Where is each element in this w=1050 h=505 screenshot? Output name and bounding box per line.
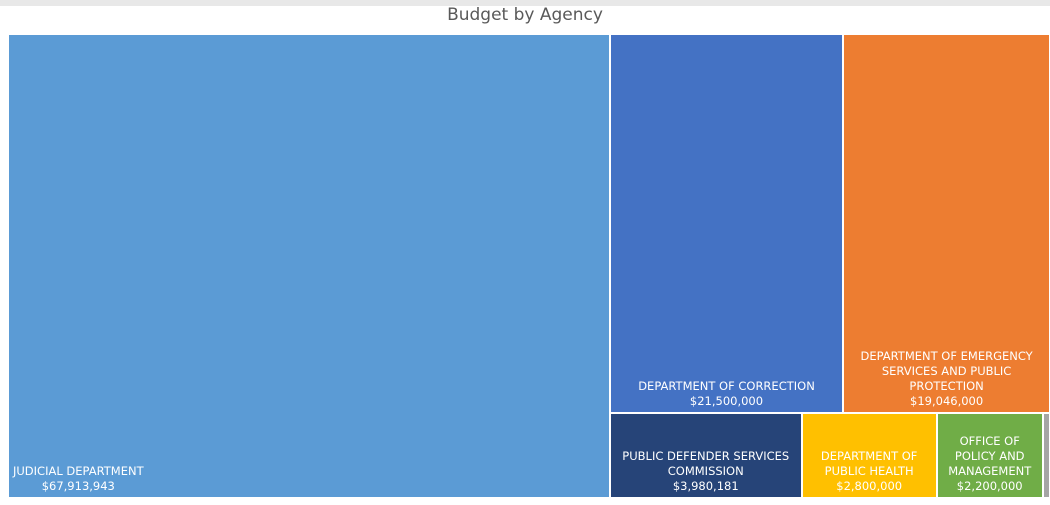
- top-band: [0, 0, 1050, 6]
- category-label: OFFICE OF POLICY AND MANAGEMENT: [948, 433, 1032, 478]
- category-label: JUDICIAL DEPARTMENT: [13, 464, 144, 478]
- tile: JUDICIAL DEPARTMENT $67,913,943: [8, 34, 610, 498]
- tile-label: PUBLIC DEFENDER SERVICES COMMISSION $3,98…: [615, 449, 797, 494]
- value-label: $21,500,000: [689, 393, 764, 408]
- value-label: $3,980,181: [672, 478, 739, 493]
- tile: DEPARTMENT OF CORRECTION $21,500,000: [609, 34, 844, 413]
- label-block: DEPARTMENT OF PUBLIC HEALTH $2,800,000: [807, 449, 932, 494]
- category-label: DEPARTMENT OF PUBLIC HEALTH: [820, 448, 918, 478]
- value-label: $19,046,000: [910, 393, 984, 408]
- tile: OFFICE OF POLICY AND MANAGEMENT $2,200,00…: [936, 412, 1043, 498]
- label-block: DEPARTMENT OF CORRECTION $21,500,000: [638, 379, 815, 409]
- category-label: PUBLIC DEFENDER SERVICES COMMISSION: [622, 448, 790, 478]
- value-label: $67,913,943: [41, 479, 115, 493]
- tile: DEPARTMENT OF EMERGENCY SERVICES AND PUB…: [843, 34, 1050, 413]
- tile: [1042, 412, 1050, 498]
- label-block: PUBLIC DEFENDER SERVICES COMMISSION $3,98…: [615, 449, 797, 494]
- tile-label: JUDICIAL DEPARTMENT $67,913,943: [13, 464, 605, 494]
- label-block: OFFICE OF POLICY AND MANAGEMENT $2,200,00…: [942, 434, 1038, 494]
- value-label: $2,800,000: [836, 478, 903, 493]
- category-label: DEPARTMENT OF CORRECTION: [638, 378, 815, 393]
- tile-label: DEPARTMENT OF EMERGENCY SERVICES AND PUB…: [848, 349, 1045, 409]
- treemap: JUDICIAL DEPARTMENT $67,913,943 DEPARTMENT…: [8, 34, 1050, 498]
- tile: DEPARTMENT OF PUBLIC HEALTH $2,800,000: [801, 412, 937, 498]
- tile-label: DEPARTMENT OF PUBLIC HEALTH $2,800,000: [807, 449, 932, 494]
- chart-title: Budget by Agency: [447, 5, 603, 25]
- label-block: DEPARTMENT OF EMERGENCY SERVICES AND PUB…: [848, 349, 1045, 409]
- value-label: $2,200,000: [956, 478, 1023, 493]
- tile-label: OFFICE OF POLICY AND MANAGEMENT $2,200,00…: [942, 434, 1038, 494]
- tile: PUBLIC DEFENDER SERVICES COMMISSION $3,98…: [609, 412, 802, 498]
- category-label: DEPARTMENT OF EMERGENCY SERVICES AND PUB…: [860, 348, 1033, 393]
- label-block: JUDICIAL DEPARTMENT $67,913,943: [13, 464, 144, 494]
- tile-label: DEPARTMENT OF CORRECTION $21,500,000: [615, 379, 838, 409]
